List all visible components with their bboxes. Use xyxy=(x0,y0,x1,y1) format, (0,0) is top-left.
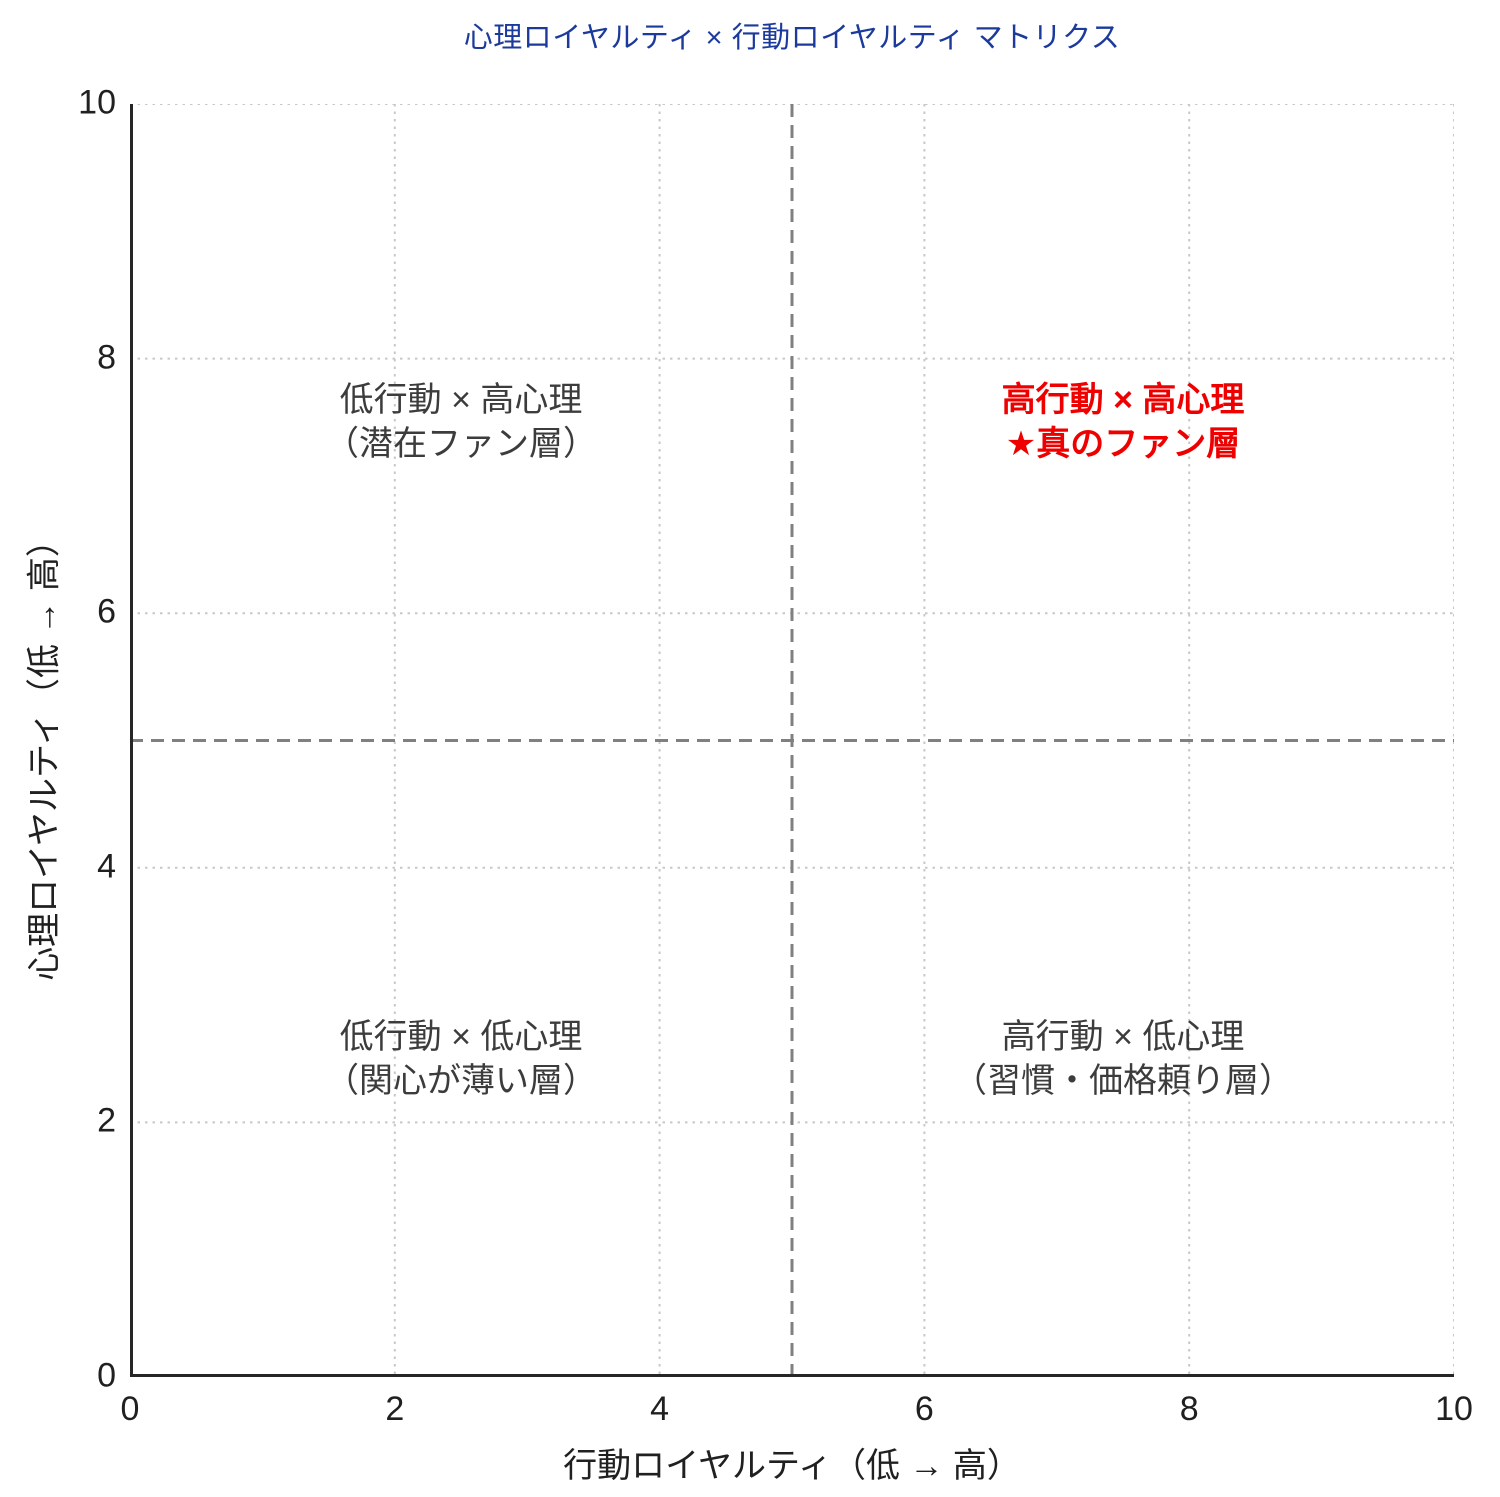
y-tick-label-4: 4 xyxy=(97,847,116,886)
x-tick-label-8: 8 xyxy=(1179,1390,1199,1428)
y-tick-label-0: 0 xyxy=(97,1356,116,1395)
x-axis-label: 行動ロイヤルティ（低 → 高） xyxy=(563,1447,1021,1485)
chart-title: 心理ロイヤルティ × 行動ロイヤルティ マトリクス xyxy=(463,22,1121,54)
lower-right-quadrant-line-1: 高行動 × 低心理 xyxy=(1001,1017,1245,1056)
upper-left-quadrant-line-1: 低行動 × 高心理 xyxy=(339,381,583,420)
y-tick-label-6: 6 xyxy=(97,592,116,631)
lower-right-quadrant-label: 高行動 × 低心理 （習慣・価格頼り層） xyxy=(953,1015,1293,1103)
upper-right-quadrant-label: 高行動 × 高心理 ★真のファン層 xyxy=(1002,378,1245,466)
lower-right-quadrant-line-2: （習慣・価格頼り層） xyxy=(953,1061,1293,1100)
x-tick-label-0: 0 xyxy=(120,1390,140,1428)
lower-left-quadrant-line-2: （関心が薄い層） xyxy=(325,1061,597,1100)
x-tick-label-10: 10 xyxy=(1435,1390,1473,1428)
upper-right-quadrant-line-1: 高行動 × 高心理 xyxy=(1001,381,1245,420)
y-tick-label-8: 8 xyxy=(97,338,116,377)
upper-left-quadrant-label: 低行動 × 高心理 （潜在ファン層） xyxy=(325,378,597,466)
x-tick-label-4: 4 xyxy=(650,1390,670,1428)
upper-right-quadrant-line-2: ★真のファン層 xyxy=(1005,425,1241,464)
plot-area: 低行動 × 高心理 （潜在ファン層） 高行動 × 高心理 ★真のファン層低行動 × 低… xyxy=(130,104,1454,1377)
y-tick-label-2: 2 xyxy=(97,1102,116,1141)
x-tick-label-2: 2 xyxy=(385,1390,405,1428)
lower-left-quadrant-line-1: 低行動 × 低心理 xyxy=(339,1017,583,1056)
y-tick-label-10: 10 xyxy=(78,83,116,122)
x-tick-label-6: 6 xyxy=(914,1390,934,1428)
upper-left-quadrant-line-2: （潜在ファン層） xyxy=(325,425,597,464)
lower-left-quadrant-label: 低行動 × 低心理 （関心が薄い層） xyxy=(325,1015,597,1103)
plot-lines-canvas xyxy=(130,104,1454,1377)
y-axis-label: 心理ロイヤルティ（低 → 高） xyxy=(25,523,64,981)
